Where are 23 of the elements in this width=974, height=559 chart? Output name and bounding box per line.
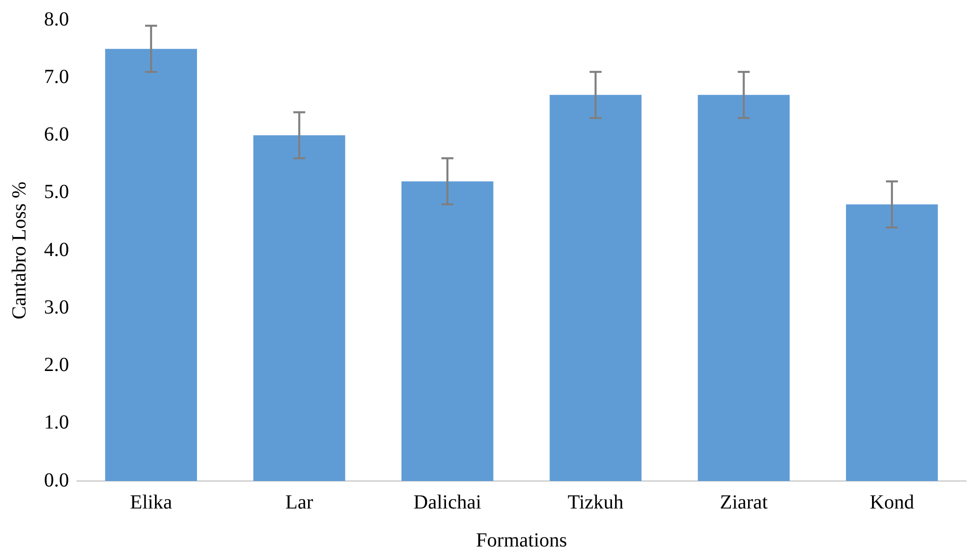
bar	[698, 94, 790, 481]
y-tick-label: 1.0	[44, 412, 69, 434]
y-tick-label: 3.0	[44, 296, 69, 318]
y-tick-label: 5.0	[44, 181, 69, 204]
x-axis-title: Formations	[476, 529, 568, 552]
y-tick-label: 0.0	[44, 469, 69, 492]
bar	[253, 135, 346, 481]
y-tick-label: 8.0	[44, 8, 69, 30]
x-tick-label: Tizkuh	[568, 491, 624, 514]
x-tick-label: Elika	[130, 491, 172, 514]
y-tick-label: 2.0	[44, 354, 69, 376]
y-axis-title: Cantabro Loss %	[8, 182, 30, 320]
x-tick-label: Lar	[285, 491, 314, 514]
bar	[401, 181, 494, 481]
y-tick-label: 6.0	[44, 124, 69, 146]
x-tick-label: Kond	[870, 491, 914, 514]
x-tick-label: Dalichai	[414, 491, 482, 514]
x-tick-label: Ziarat	[720, 491, 768, 514]
y-tick-label: 4.0	[44, 238, 69, 261]
bar	[846, 204, 938, 481]
y-tick-label: 7.0	[44, 66, 69, 88]
bar	[105, 48, 198, 481]
bar	[550, 94, 642, 481]
